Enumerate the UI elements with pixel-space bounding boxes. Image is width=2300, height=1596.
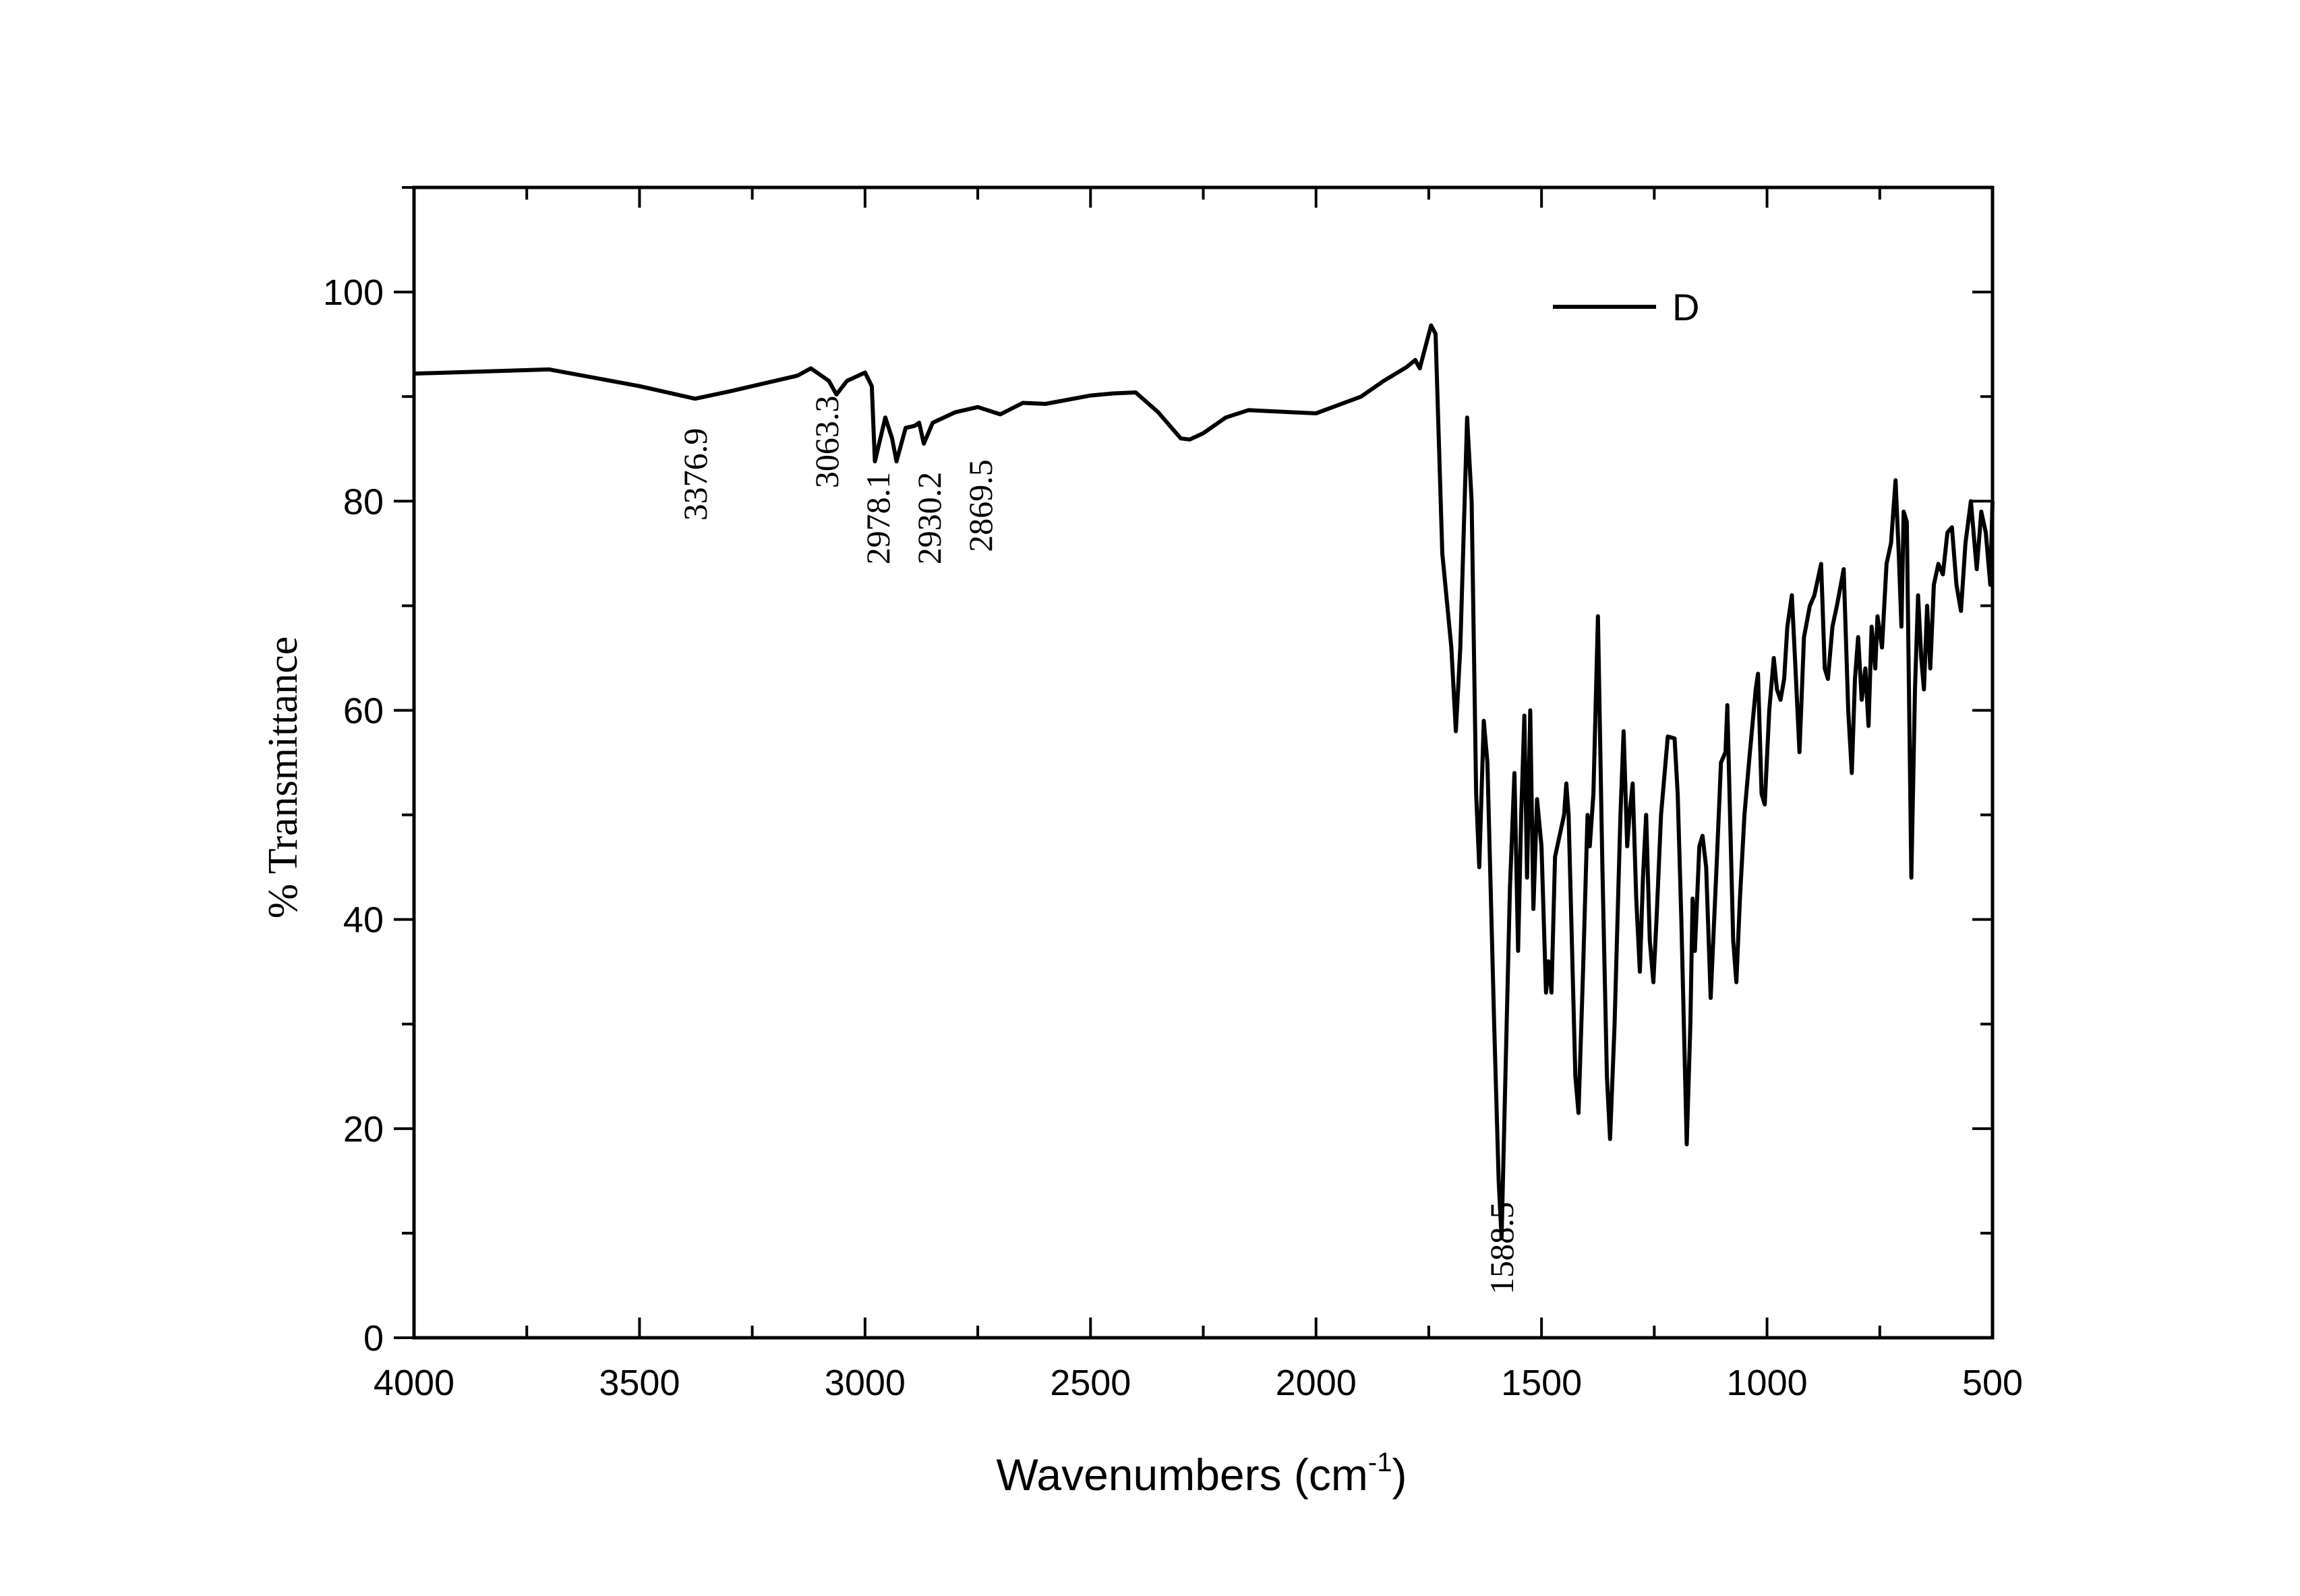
x-axis-title-main: Wavenumbers (cm [997,1450,1368,1500]
peak-label: 3376.9 [676,428,714,521]
legend-label-D: D [1672,286,1699,328]
x-axis-title-suffix: ) [1392,1450,1407,1500]
y-tick-label: 0 [363,1318,384,1359]
y-tick-label: 60 [343,690,384,731]
y-tick-label: 20 [343,1109,384,1150]
x-tick-label: 1000 [1727,1363,1808,1403]
y-tick-label: 80 [343,481,384,522]
peak-label: 3063.3 [808,396,846,489]
y-axis-title: % Transmittance [260,637,306,918]
x-tick-label: 3000 [825,1363,906,1403]
x-tick-label: 1500 [1501,1363,1582,1403]
x-axis-title-superscript: -1 [1368,1448,1392,1477]
legend: D [1553,286,1699,328]
y-tick-label: 100 [323,272,384,313]
peak-label: 1588.5 [1483,1202,1521,1295]
peak-label: 2930.2 [910,472,948,565]
tick-labels: 4000 3500 3000 2500 2000 1500 1000 500 0 20 40 60 80… [323,272,2023,1403]
peak-label: 2978.1 [859,472,897,565]
peak-annotations: 3376.9 3063.3 2978.1 2930.2 2869.5 1588.5 [676,396,1521,1295]
series-line-D [413,323,1995,1241]
x-tick-label: 2000 [1276,1363,1357,1403]
axis-ticks [394,186,1994,1339]
x-tick-label: 3500 [599,1363,680,1403]
peak-label: 2869.5 [962,459,999,552]
x-tick-label: 2500 [1050,1363,1131,1403]
x-tick-label: 4000 [374,1363,454,1403]
plot-frame [412,185,1995,1340]
x-axis-title: Wavenumbers (cm-1) [997,1448,1407,1500]
x-tick-label: 500 [1962,1363,2023,1403]
y-tick-label: 40 [343,900,384,941]
